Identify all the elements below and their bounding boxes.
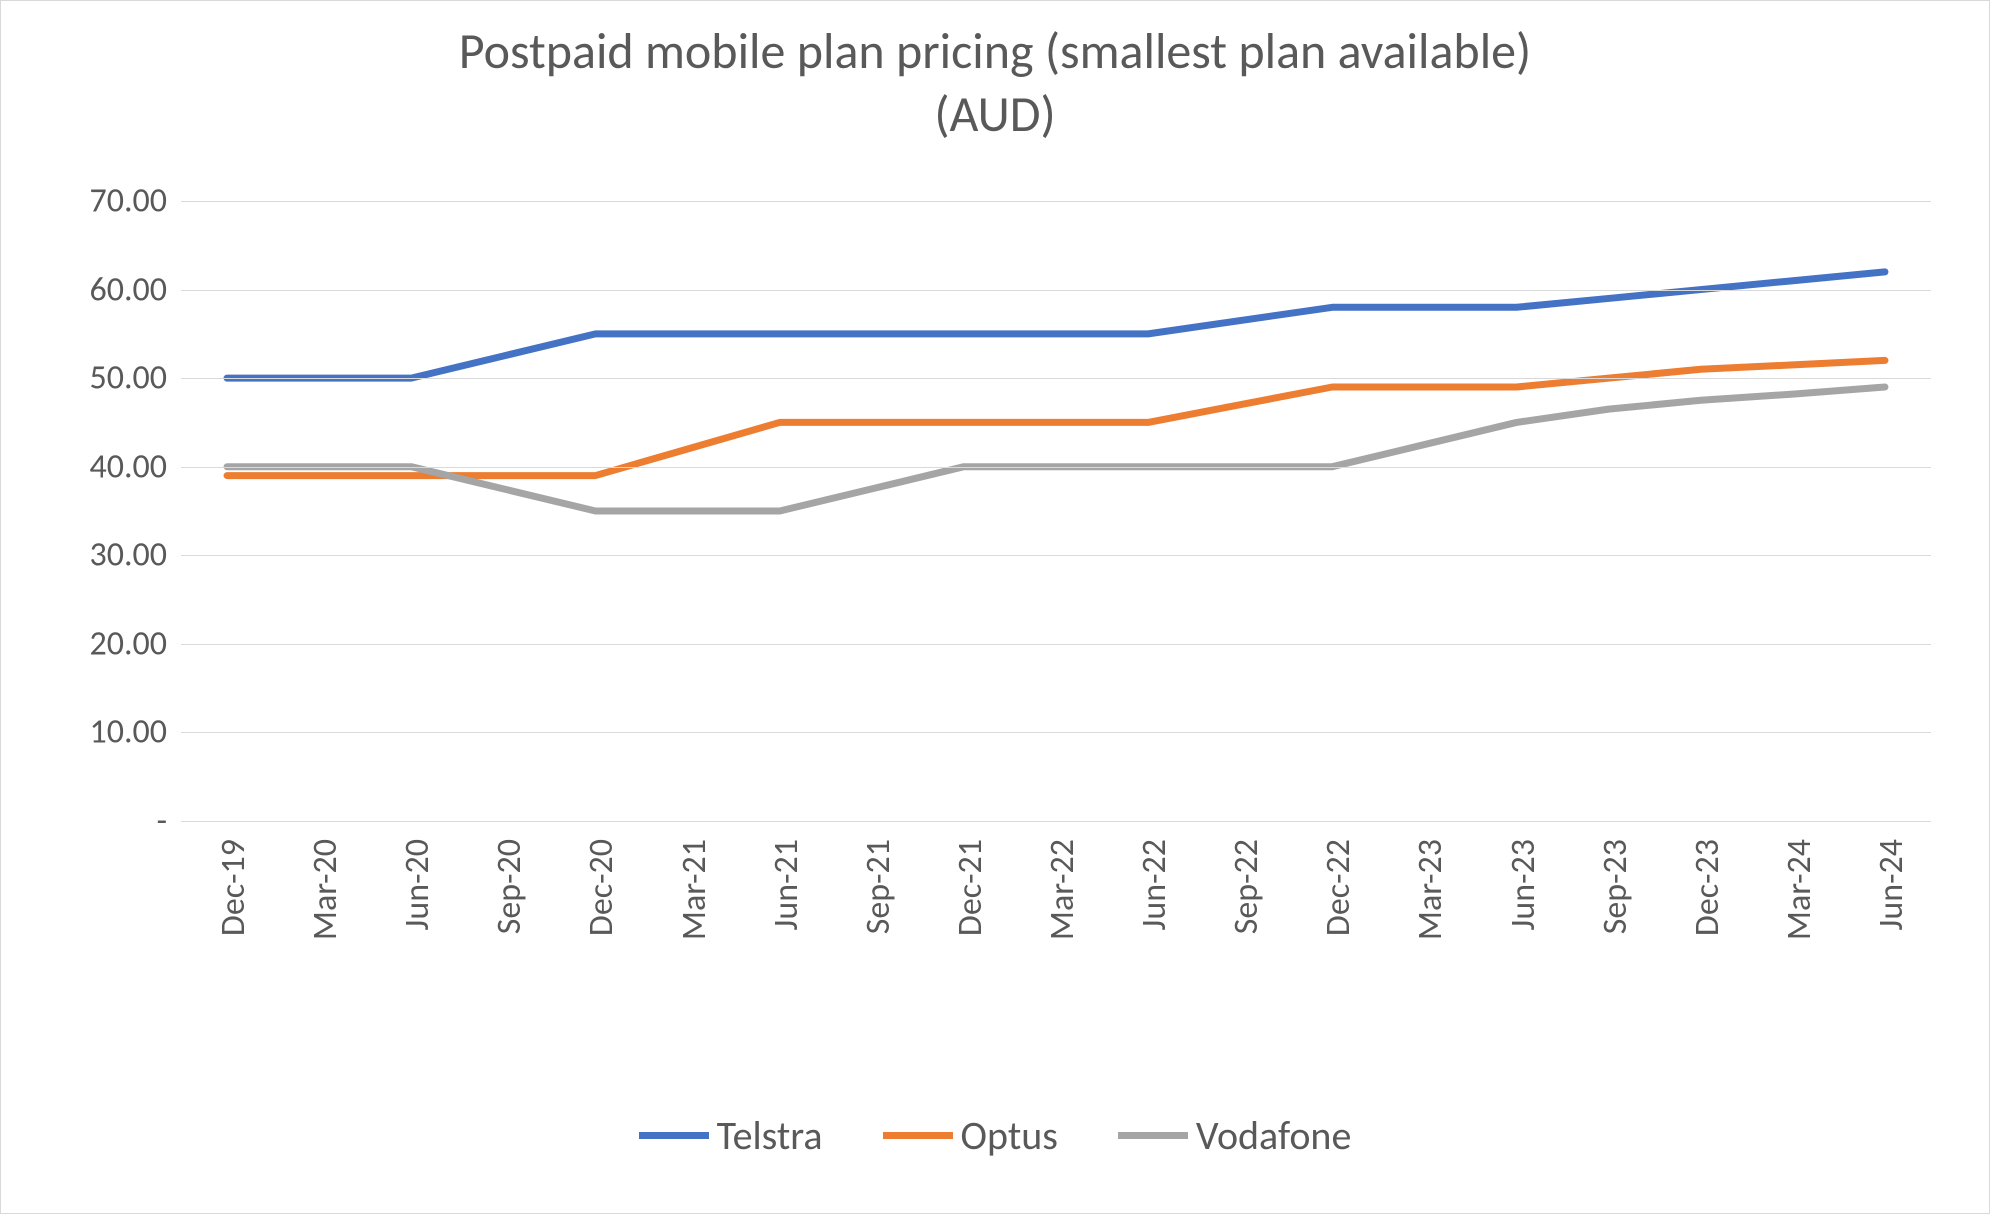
y-tick-label: 40.00	[89, 446, 181, 487]
legend-label: Vodafone	[1196, 1111, 1351, 1160]
gridline	[181, 201, 1931, 202]
gridline	[181, 467, 1931, 468]
chart-title-line-0: Postpaid mobile plan pricing (smallest p…	[1, 21, 1989, 84]
x-tick-label: Dec-22	[1318, 839, 1359, 936]
series-line-vodafone	[227, 387, 1885, 511]
gridline	[181, 732, 1931, 733]
x-tick-label: Sep-20	[489, 839, 530, 934]
gridline	[181, 644, 1931, 645]
gridline	[181, 290, 1931, 291]
x-tick-label: Dec-23	[1687, 839, 1728, 936]
x-tick-label: Jun-23	[1503, 839, 1544, 930]
x-tick-label: Sep-22	[1226, 839, 1267, 934]
gridline	[181, 821, 1931, 822]
y-tick-label: -	[157, 801, 181, 842]
y-tick-label: 70.00	[89, 181, 181, 222]
legend-item-telstra: Telstra	[639, 1111, 823, 1160]
x-tick-label: Mar-23	[1410, 839, 1451, 940]
x-tick-label: Mar-24	[1779, 839, 1820, 940]
legend-item-vodafone: Vodafone	[1118, 1111, 1351, 1160]
y-tick-label: 10.00	[89, 712, 181, 753]
y-tick-label: 60.00	[89, 269, 181, 310]
x-tick-label: Mar-21	[674, 839, 715, 940]
gridline	[181, 555, 1931, 556]
legend-label: Telstra	[717, 1111, 823, 1160]
x-tick-label: Mar-22	[1042, 839, 1083, 940]
chart-title: Postpaid mobile plan pricing (smallest p…	[1, 21, 1989, 146]
legend-label: Optus	[961, 1111, 1058, 1160]
x-tick-label: Jun-20	[397, 839, 438, 930]
legend-swatch	[639, 1132, 709, 1139]
y-tick-label: 30.00	[89, 535, 181, 576]
x-tick-label: Dec-19	[213, 839, 254, 936]
y-tick-label: 20.00	[89, 623, 181, 664]
series-line-telstra	[227, 272, 1885, 378]
x-tick-label: Jun-21	[766, 839, 807, 930]
x-tick-label: Sep-23	[1595, 839, 1636, 934]
chart-title-line-1: (AUD)	[1, 84, 1989, 147]
x-tick-label: Jun-24	[1871, 839, 1912, 930]
gridline	[181, 378, 1931, 379]
x-tick-label: Sep-21	[858, 839, 899, 934]
chart-container: Postpaid mobile plan pricing (smallest p…	[0, 0, 1990, 1214]
x-tick-label: Jun-22	[1134, 839, 1175, 930]
line-series-svg	[181, 201, 1931, 821]
legend-item-optus: Optus	[883, 1111, 1058, 1160]
plot-area: -10.0020.0030.0040.0050.0060.0070.00Dec-…	[181, 201, 1931, 821]
y-tick-label: 50.00	[89, 358, 181, 399]
legend-swatch	[883, 1132, 953, 1139]
x-tick-label: Mar-20	[305, 839, 346, 940]
legend-swatch	[1118, 1132, 1188, 1139]
x-tick-label: Dec-20	[581, 839, 622, 936]
x-tick-label: Dec-21	[950, 839, 991, 936]
legend: Telstra Optus Vodafone	[1, 1111, 1989, 1160]
